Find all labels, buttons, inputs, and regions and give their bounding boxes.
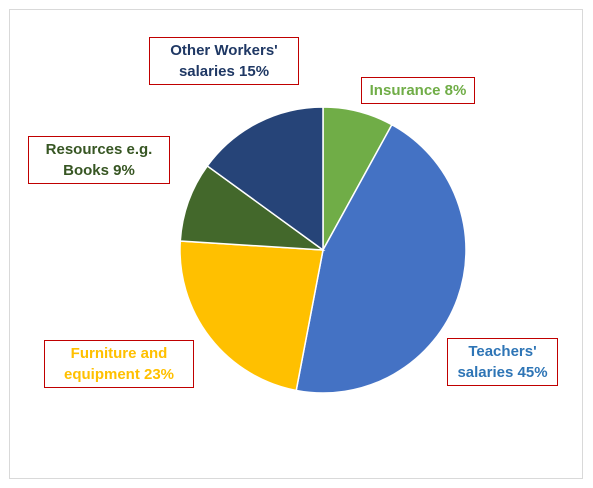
- label-furniture-equipment-line: equipment 23%: [63, 366, 175, 383]
- label-insurance-line: Insurance 8%: [369, 82, 467, 99]
- label-teachers-salaries-line: salaries 45%: [457, 364, 548, 381]
- label-resources-books-line: Books 9%: [63, 162, 135, 179]
- label-furniture-equipment-line: Furniture and: [70, 345, 168, 362]
- label-resources-books-line: Resources e.g.: [45, 141, 153, 158]
- label-insurance: Insurance 8%: [361, 77, 475, 104]
- slice-other-workers-salaries: [206, 106, 324, 252]
- label-resources-books: Resources e.g. Books 9%: [28, 136, 170, 184]
- label-furniture-equipment: Furniture and equipment 23%: [44, 340, 194, 388]
- label-other-workers-salaries-line: salaries 15%: [178, 63, 270, 80]
- slice-furniture-equipment: [179, 240, 324, 392]
- label-other-workers-salaries: Other Workers' salaries 15%: [149, 37, 299, 85]
- label-other-workers-salaries-line: Other Workers': [170, 42, 278, 59]
- label-teachers-salaries-line: Teachers': [468, 343, 537, 360]
- slice-teachers-salaries: [295, 123, 467, 394]
- label-teachers-salaries: Teachers' salaries 45%: [447, 338, 558, 386]
- slice-resources-books: [179, 164, 326, 251]
